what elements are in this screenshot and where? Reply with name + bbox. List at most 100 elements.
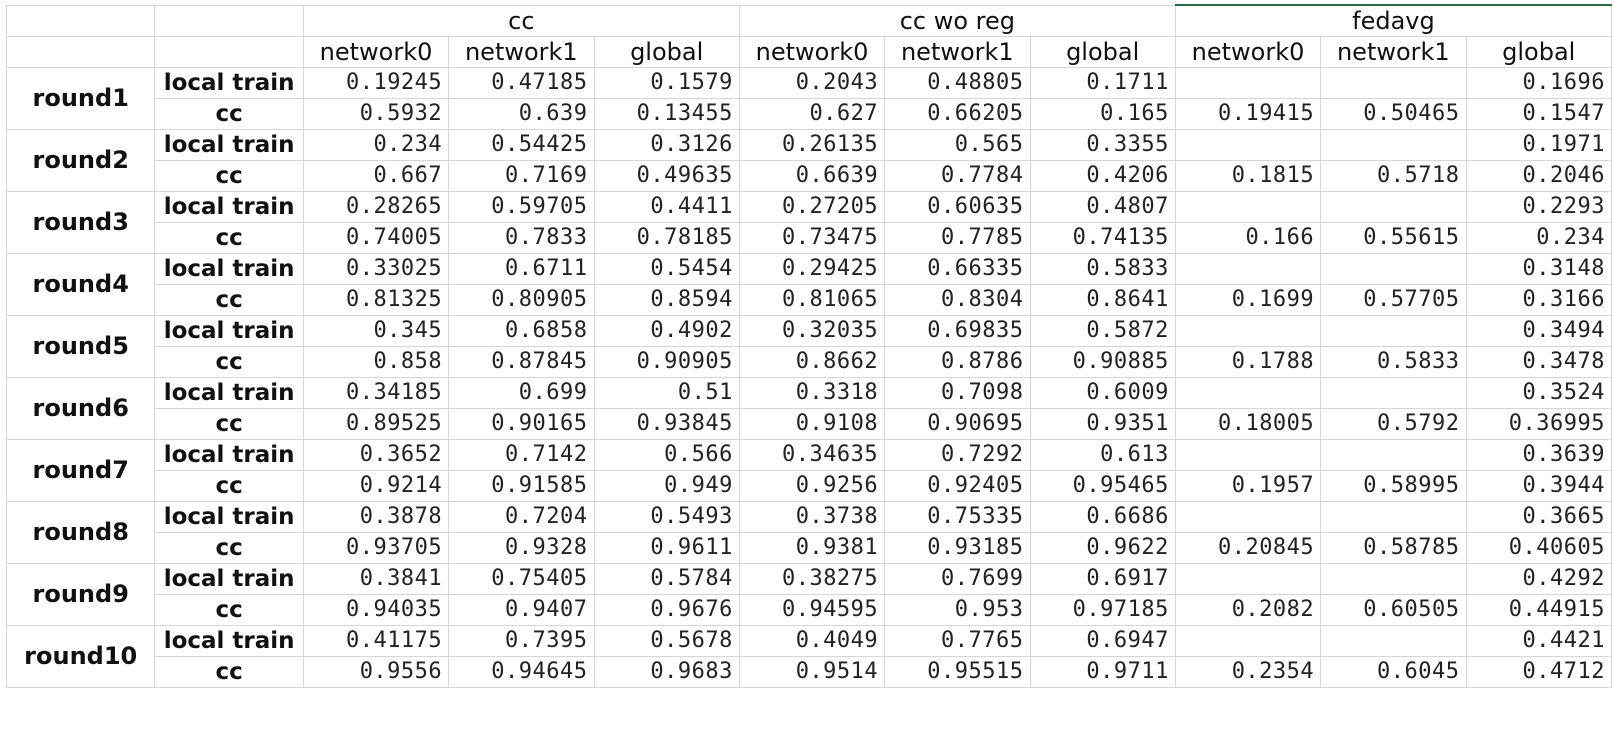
- value-cell[interactable]: 0.6917: [1029, 562, 1176, 595]
- round-label[interactable]: round4: [5, 252, 156, 316]
- round-label[interactable]: round6: [5, 376, 156, 440]
- value-cell[interactable]: 0.6639: [738, 159, 886, 192]
- value-cell[interactable]: 0.1788: [1174, 345, 1322, 378]
- value-cell[interactable]: 0.41175: [302, 624, 450, 657]
- value-cell[interactable]: 0.234: [302, 128, 450, 161]
- value-cell[interactable]: 0.95515: [884, 655, 1031, 688]
- column-header[interactable]: global: [1029, 35, 1176, 68]
- value-cell[interactable]: 0.9683: [593, 655, 740, 688]
- value-cell[interactable]: 0.6947: [1029, 624, 1176, 657]
- value-cell[interactable]: 0.1579: [593, 66, 740, 99]
- value-cell[interactable]: 0.3166: [1465, 283, 1612, 316]
- value-cell[interactable]: 0.7395: [448, 624, 595, 657]
- column-header[interactable]: network1: [448, 35, 595, 68]
- value-cell[interactable]: [1320, 190, 1467, 223]
- value-cell[interactable]: 0.2354: [1174, 655, 1322, 688]
- row-type-label[interactable]: cc: [154, 531, 304, 564]
- value-cell[interactable]: 0.3665: [1465, 500, 1612, 533]
- round-label[interactable]: round9: [5, 562, 156, 626]
- value-cell[interactable]: 0.34185: [302, 376, 450, 409]
- value-cell[interactable]: 0.3355: [1029, 128, 1176, 161]
- value-cell[interactable]: 0.566: [593, 438, 740, 471]
- value-cell[interactable]: 0.3126: [593, 128, 740, 161]
- value-cell[interactable]: 0.74135: [1029, 221, 1176, 254]
- value-cell[interactable]: [1174, 376, 1322, 409]
- value-cell[interactable]: [1320, 562, 1467, 595]
- value-cell[interactable]: 0.345: [302, 314, 450, 347]
- row-type-label[interactable]: local train: [154, 562, 304, 595]
- value-cell[interactable]: [1174, 500, 1322, 533]
- value-cell[interactable]: 0.97185: [1029, 593, 1176, 626]
- value-cell[interactable]: 0.66335: [884, 252, 1031, 285]
- value-cell[interactable]: 0.5718: [1320, 159, 1467, 192]
- value-cell[interactable]: 0.949: [593, 469, 740, 502]
- value-cell[interactable]: [1174, 252, 1322, 285]
- value-cell[interactable]: 0.3878: [302, 500, 450, 533]
- round-label[interactable]: round3: [5, 190, 156, 254]
- value-cell[interactable]: 0.78185: [593, 221, 740, 254]
- value-cell[interactable]: 0.7142: [448, 438, 595, 471]
- group-header-cc-wo-reg[interactable]: cc wo reg: [738, 4, 1176, 37]
- value-cell[interactable]: 0.94595: [738, 593, 886, 626]
- value-cell[interactable]: 0.5833: [1320, 345, 1467, 378]
- value-cell[interactable]: 0.34635: [738, 438, 886, 471]
- value-cell[interactable]: 0.5833: [1029, 252, 1176, 285]
- round-label[interactable]: round5: [5, 314, 156, 378]
- value-cell[interactable]: 0.3494: [1465, 314, 1612, 347]
- value-cell[interactable]: 0.93185: [884, 531, 1031, 564]
- value-cell[interactable]: 0.90905: [593, 345, 740, 378]
- value-cell[interactable]: 0.565: [884, 128, 1031, 161]
- value-cell[interactable]: 0.27205: [738, 190, 886, 223]
- row-type-label[interactable]: local train: [154, 190, 304, 223]
- row-type-label[interactable]: local train: [154, 438, 304, 471]
- value-cell[interactable]: 0.2082: [1174, 593, 1322, 626]
- value-cell[interactable]: 0.7204: [448, 500, 595, 533]
- row-type-label[interactable]: cc: [154, 159, 304, 192]
- value-cell[interactable]: 0.6858: [448, 314, 595, 347]
- value-cell[interactable]: 0.5678: [593, 624, 740, 657]
- value-cell[interactable]: 0.858: [302, 345, 450, 378]
- value-cell[interactable]: [1320, 128, 1467, 161]
- value-cell[interactable]: [1320, 66, 1467, 99]
- value-cell[interactable]: 0.81325: [302, 283, 450, 316]
- value-cell[interactable]: 0.4411: [593, 190, 740, 223]
- value-cell[interactable]: 0.93845: [593, 407, 740, 440]
- value-cell[interactable]: 0.3652: [302, 438, 450, 471]
- row-type-label[interactable]: local train: [154, 66, 304, 99]
- column-header[interactable]: network0: [302, 35, 450, 68]
- value-cell[interactable]: 0.73475: [738, 221, 886, 254]
- value-cell[interactable]: 0.19415: [1174, 97, 1322, 130]
- value-cell[interactable]: 0.5872: [1029, 314, 1176, 347]
- round-label[interactable]: round1: [5, 66, 156, 130]
- value-cell[interactable]: 0.166: [1174, 221, 1322, 254]
- cell-blank[interactable]: [154, 35, 304, 68]
- row-type-label[interactable]: cc: [154, 221, 304, 254]
- value-cell[interactable]: 0.639: [448, 97, 595, 130]
- column-header[interactable]: network0: [738, 35, 886, 68]
- column-header[interactable]: network1: [1320, 35, 1467, 68]
- value-cell[interactable]: 0.234: [1465, 221, 1612, 254]
- value-cell[interactable]: 0.91585: [448, 469, 595, 502]
- value-cell[interactable]: 0.8594: [593, 283, 740, 316]
- value-cell[interactable]: 0.36995: [1465, 407, 1612, 440]
- value-cell[interactable]: 0.1696: [1465, 66, 1612, 99]
- group-header-cc[interactable]: cc: [302, 4, 740, 37]
- value-cell[interactable]: [1320, 314, 1467, 347]
- value-cell[interactable]: 0.4421: [1465, 624, 1612, 657]
- value-cell[interactable]: 0.2046: [1465, 159, 1612, 192]
- value-cell[interactable]: 0.18005: [1174, 407, 1322, 440]
- value-cell[interactable]: 0.6045: [1320, 655, 1467, 688]
- value-cell[interactable]: 0.9407: [448, 593, 595, 626]
- value-cell[interactable]: 0.9108: [738, 407, 886, 440]
- value-cell[interactable]: 0.4049: [738, 624, 886, 657]
- value-cell[interactable]: 0.1957: [1174, 469, 1322, 502]
- cell-blank[interactable]: [154, 4, 304, 37]
- value-cell[interactable]: 0.8662: [738, 345, 886, 378]
- value-cell[interactable]: 0.953: [884, 593, 1031, 626]
- row-type-label[interactable]: cc: [154, 407, 304, 440]
- value-cell[interactable]: 0.1711: [1029, 66, 1176, 99]
- value-cell[interactable]: 0.95465: [1029, 469, 1176, 502]
- round-label[interactable]: round10: [5, 624, 156, 688]
- value-cell[interactable]: 0.3841: [302, 562, 450, 595]
- value-cell[interactable]: 0.5454: [593, 252, 740, 285]
